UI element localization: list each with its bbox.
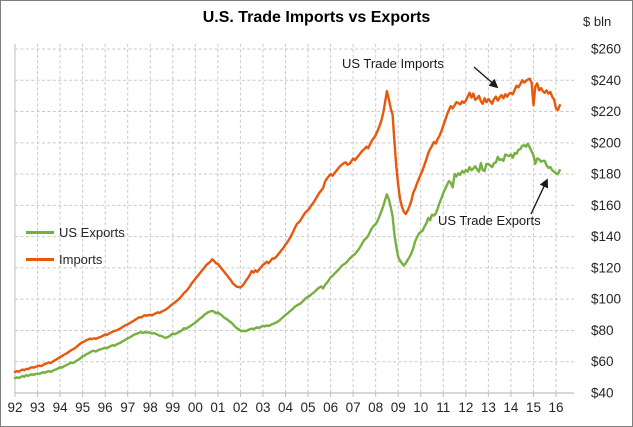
exports-annotation-arrow xyxy=(530,178,549,215)
svg-text:97: 97 xyxy=(120,400,135,415)
axes xyxy=(14,44,574,394)
svg-text:09: 09 xyxy=(391,400,406,415)
svg-text:$160: $160 xyxy=(591,198,621,213)
svg-text:06: 06 xyxy=(323,400,338,415)
svg-text:98: 98 xyxy=(143,400,158,415)
y-axis-labels: $40 $60 $80 $100 $120 $140 $160 $180 $200 $220 $24… xyxy=(591,42,621,401)
svg-text:$120: $120 xyxy=(591,260,621,275)
svg-text:15: 15 xyxy=(526,400,541,415)
imports-annotation-arrow xyxy=(473,66,499,89)
legend-item-imports: Imports xyxy=(26,251,103,267)
gridlines xyxy=(14,44,574,397)
legend-label-exports: US Exports xyxy=(59,224,125,240)
svg-text:$180: $180 xyxy=(591,167,621,182)
chart-title: U.S. Trade Imports vs Exports xyxy=(202,9,431,26)
svg-text:05: 05 xyxy=(301,400,316,415)
svg-text:$40: $40 xyxy=(591,386,614,401)
svg-text:00: 00 xyxy=(188,400,203,415)
svg-text:94: 94 xyxy=(53,400,69,415)
exports-line xyxy=(13,142,561,380)
svg-text:96: 96 xyxy=(98,400,113,415)
imports-line xyxy=(13,77,561,374)
svg-text:$60: $60 xyxy=(591,354,614,369)
svg-text:$140: $140 xyxy=(591,229,621,244)
svg-text:12: 12 xyxy=(458,400,473,415)
svg-text:93: 93 xyxy=(30,400,45,415)
svg-text:92: 92 xyxy=(7,400,22,415)
svg-text:95: 95 xyxy=(75,400,90,415)
svg-text:$240: $240 xyxy=(591,73,621,88)
svg-text:04: 04 xyxy=(278,400,294,415)
svg-text:03: 03 xyxy=(255,400,270,415)
annotation-exports-label: US Trade Exports xyxy=(438,213,541,228)
annotation-imports-label: US Trade Imports xyxy=(342,56,444,71)
svg-text:13: 13 xyxy=(481,400,496,415)
svg-text:02: 02 xyxy=(233,400,248,415)
svg-text:99: 99 xyxy=(165,400,180,415)
legend-item-exports: US Exports xyxy=(26,224,125,240)
svg-text:$100: $100 xyxy=(591,292,621,307)
svg-text:$200: $200 xyxy=(591,135,621,150)
x-axis-labels: 92 93 94 95 96 97 98 99 00 01 02 03 04 05 06 07 08 09 10 11… xyxy=(7,400,563,415)
svg-text:$220: $220 xyxy=(591,104,621,119)
svg-text:07: 07 xyxy=(346,400,361,415)
y-axis-unit-label: $ bln xyxy=(583,14,612,29)
imports-line-swatch xyxy=(26,257,54,261)
svg-text:08: 08 xyxy=(368,400,383,415)
legend-label-imports: Imports xyxy=(59,251,103,267)
exports-line-swatch xyxy=(26,230,54,234)
svg-text:14: 14 xyxy=(503,400,519,415)
svg-text:01: 01 xyxy=(210,400,225,415)
svg-text:16: 16 xyxy=(548,400,563,415)
svg-text:$260: $260 xyxy=(591,42,621,57)
svg-text:11: 11 xyxy=(436,400,450,415)
svg-text:10: 10 xyxy=(413,400,428,415)
svg-text:$80: $80 xyxy=(591,323,614,338)
